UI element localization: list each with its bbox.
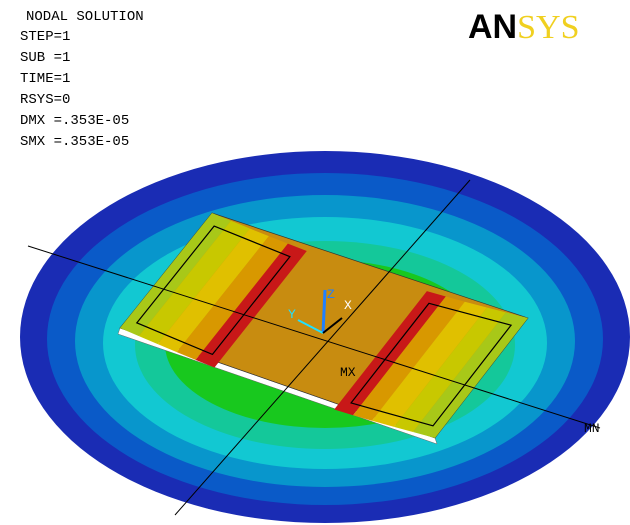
header-line: SMX =.353E-05 bbox=[20, 134, 129, 150]
axis-lines bbox=[27, 179, 601, 516]
plate-shape bbox=[350, 302, 513, 427]
axis-label: X bbox=[344, 298, 352, 313]
header-line: DMX =.353E-05 bbox=[20, 113, 129, 129]
plate-shape bbox=[394, 307, 506, 433]
ansys-logo: ANSYS bbox=[468, 8, 579, 46]
header-line: SUB =1 bbox=[20, 50, 70, 66]
plate-shape bbox=[135, 225, 291, 356]
header-text: NODAL SOLUTION STEP=1 SUB =1 TIME=1 RSYS… bbox=[20, 9, 144, 150]
logo-part: AN bbox=[468, 8, 517, 46]
plate-shape bbox=[353, 296, 465, 421]
max-label: MX bbox=[340, 365, 356, 380]
plate-shape bbox=[138, 220, 250, 345]
plate-shape bbox=[372, 301, 487, 427]
header-line: NODAL SOLUTION bbox=[26, 9, 144, 25]
plate-shape bbox=[157, 228, 269, 353]
plate-shape bbox=[412, 312, 528, 438]
plate-shape bbox=[176, 236, 288, 360]
axis-label: Z bbox=[327, 287, 335, 302]
header-line: TIME=1 bbox=[20, 71, 70, 87]
header-line: RSYS=0 bbox=[20, 92, 70, 108]
header-line: STEP=1 bbox=[20, 29, 70, 45]
logo-part: SYS bbox=[517, 9, 579, 46]
min-label: MN bbox=[584, 421, 600, 436]
axis-label: Y bbox=[288, 307, 296, 322]
triad bbox=[297, 289, 343, 334]
